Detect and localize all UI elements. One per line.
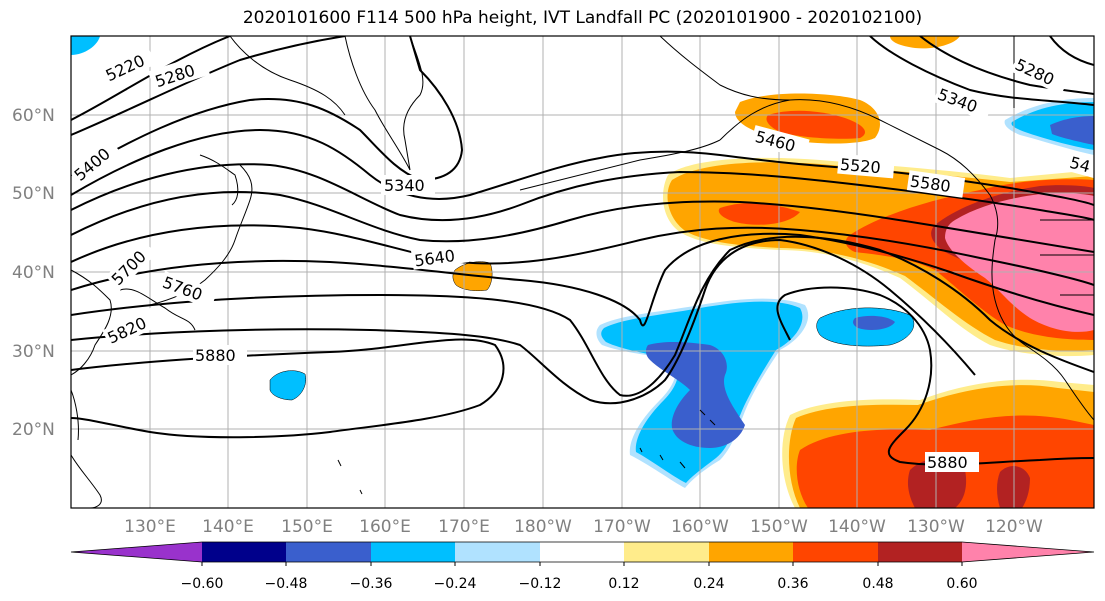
lat-label: 60°N	[12, 106, 55, 126]
lon-label: 170°E	[438, 517, 490, 537]
colorbar-cell	[709, 542, 793, 562]
lon-label: 130°W	[907, 517, 965, 537]
lon-label: 140°E	[202, 517, 254, 537]
colorbar-tick-label: 0.60	[946, 576, 977, 592]
contour-label: 5880	[195, 346, 236, 365]
lon-label: 160°E	[359, 517, 411, 537]
contour-label: 5340	[384, 176, 425, 195]
ivt-negative-patch-corner	[71, 36, 100, 55]
lat-label: 50°N	[12, 184, 55, 204]
ivt-negative-patch-west	[269, 370, 306, 401]
colorbar-tick-label: 0.36	[777, 576, 808, 592]
contour-label: 5520	[839, 155, 881, 177]
colorbar-cell	[878, 542, 962, 562]
lon-label: 140°W	[828, 517, 886, 537]
colorbar-cells	[70, 541, 1095, 563]
colorbar-cell	[371, 542, 455, 562]
colorbar-tick-label: −0.12	[519, 576, 562, 592]
colorbar-cell	[202, 542, 286, 562]
colorbar-extend-low	[71, 542, 202, 562]
ivt-positive-patch-top	[890, 36, 960, 49]
latitude-labels: 60°N 50°N 40°N 30°N 20°N	[12, 106, 55, 440]
colorbar-cell	[455, 542, 540, 562]
lon-label: 160°W	[671, 517, 729, 537]
colorbar-tick-label: −0.36	[350, 576, 393, 592]
lat-label: 20°N	[12, 420, 55, 440]
lat-label: 30°N	[12, 342, 55, 362]
lon-label: 150°E	[281, 517, 333, 537]
colorbar-extend-high	[962, 542, 1094, 562]
contour-label: 54	[1068, 153, 1093, 177]
colorbar: −0.60 −0.48 −0.36 −0.24 −0.12 0.12 0.24 …	[70, 541, 1095, 592]
lon-label: 170°W	[593, 517, 651, 537]
lat-label: 40°N	[12, 263, 55, 283]
colorbar-cell	[793, 542, 878, 562]
colorbar-cell	[540, 542, 624, 562]
colorbar-ticks: −0.60 −0.48 −0.36 −0.24 −0.12 0.12 0.24 …	[181, 562, 978, 592]
colorbar-tick-label: 0.48	[862, 576, 893, 592]
ivt-negative-region-central	[596, 298, 809, 488]
colorbar-tick-label: 0.24	[693, 576, 724, 592]
contour-label: 5880	[927, 453, 968, 472]
colorbar-tick-label: −0.24	[434, 576, 477, 592]
map-frame	[70, 35, 1095, 509]
colorbar-cell	[624, 542, 709, 562]
longitude-labels: 130°E 140°E 150°E 160°E 170°E 180°W 170°…	[124, 517, 1043, 537]
ivt-negative-core-east	[853, 315, 895, 330]
lon-label: 150°W	[750, 517, 808, 537]
colorbar-cell	[286, 542, 371, 562]
ivt-negative-region-northeast	[1004, 98, 1094, 155]
lon-label: 120°W	[985, 517, 1043, 537]
colorbar-tick-label: −0.60	[181, 576, 224, 592]
height-contours	[71, 36, 1094, 466]
colorbar-tick-label: 0.12	[608, 576, 639, 592]
lon-label: 180°W	[514, 517, 572, 537]
coastlines	[71, 36, 1094, 508]
colorbar-tick-label: −0.48	[265, 576, 308, 592]
lon-label: 130°E	[124, 517, 176, 537]
map-title: 2020101600 F114 500 hPa height, IVT Land…	[242, 8, 923, 28]
